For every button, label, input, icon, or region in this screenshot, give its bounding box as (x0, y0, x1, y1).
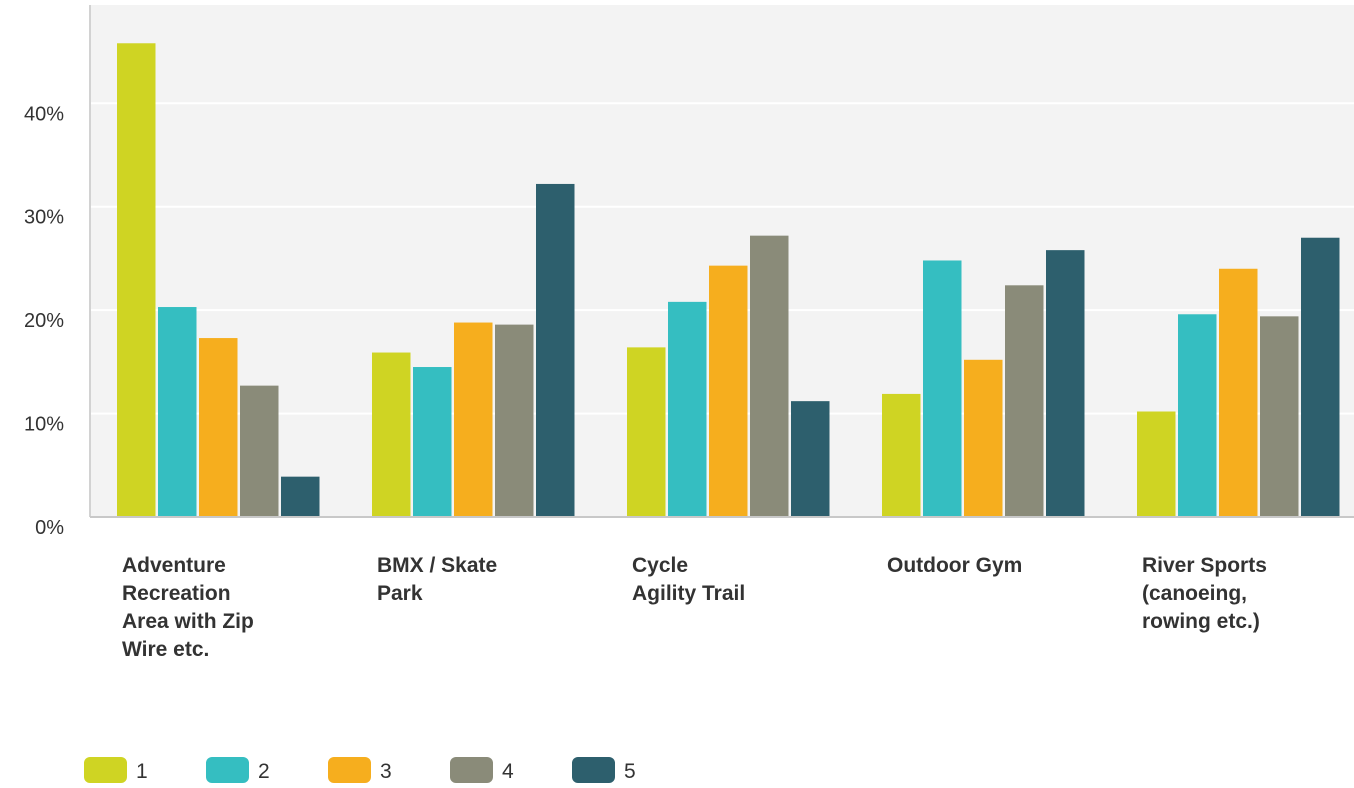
bar (1260, 316, 1299, 517)
bar (750, 235, 789, 518)
category-label-line: rowing etc.) (1142, 610, 1260, 633)
category-label-line: BMX / Skate (377, 554, 497, 577)
legend-label: 3 (380, 760, 392, 783)
bar (882, 393, 921, 517)
category-label: River Sports (canoeing, rowing etc.) (1142, 554, 1267, 633)
bar (791, 401, 830, 517)
bars (117, 43, 1340, 518)
legend-swatch (328, 757, 371, 783)
y-tick-label: 40% (24, 103, 64, 125)
legend-swatch (572, 757, 615, 783)
bar (281, 476, 320, 517)
bar (1005, 285, 1044, 517)
bar (1219, 268, 1258, 517)
legend-swatch (84, 757, 127, 783)
category-label: Outdoor Gym (887, 554, 1022, 577)
axes (89, 5, 1354, 518)
bar (240, 385, 279, 517)
bar (158, 307, 197, 517)
bar (709, 265, 748, 517)
bar (964, 359, 1003, 517)
legend-label: 2 (258, 760, 270, 783)
legend-swatch (206, 757, 249, 783)
category-label: Cycle Agility Trail (632, 554, 745, 605)
category-labels: Adventure Recreation Area with Zip Wire etc… (122, 554, 1267, 661)
category-label-line: Outdoor Gym (887, 554, 1022, 577)
bar (454, 322, 493, 517)
bar (495, 324, 534, 517)
y-tick-labels: 0% 10% 20% 30% 40% (24, 103, 64, 539)
category-label-line: Adventure (122, 554, 226, 577)
category-label-line: Cycle (632, 554, 688, 577)
bar (1178, 314, 1217, 517)
category-label: Adventure Recreation Area with Zip Wire etc… (122, 554, 254, 661)
bar (117, 43, 156, 518)
category-label-line: Park (377, 582, 423, 605)
bar (199, 338, 238, 517)
category-label-line: Area with Zip (122, 610, 254, 633)
bar (413, 367, 452, 517)
legend-label: 5 (624, 760, 636, 783)
bar (923, 260, 962, 517)
y-tick-label: 30% (24, 207, 64, 229)
y-tick-label: 10% (24, 414, 64, 436)
category-label-line: (canoeing, (1142, 582, 1247, 605)
bar (668, 301, 707, 517)
category-label-line: Agility Trail (632, 582, 745, 605)
legend-swatch (450, 757, 493, 783)
y-tick-label: 0% (35, 517, 64, 539)
bar (627, 347, 666, 517)
bar (1301, 237, 1340, 517)
bar (372, 352, 411, 517)
bar (536, 183, 575, 518)
category-label-line: Recreation (122, 582, 231, 605)
legend-label: 1 (136, 760, 148, 783)
category-label: BMX / Skate Park (377, 554, 497, 605)
category-label-line: Wire etc. (122, 638, 209, 661)
legend: 1 2 3 4 5 (84, 757, 636, 783)
y-tick-label: 20% (24, 310, 64, 332)
category-label-line: River Sports (1142, 554, 1267, 577)
bar (1046, 250, 1085, 517)
bar (1137, 411, 1176, 517)
legend-label: 4 (502, 760, 514, 783)
